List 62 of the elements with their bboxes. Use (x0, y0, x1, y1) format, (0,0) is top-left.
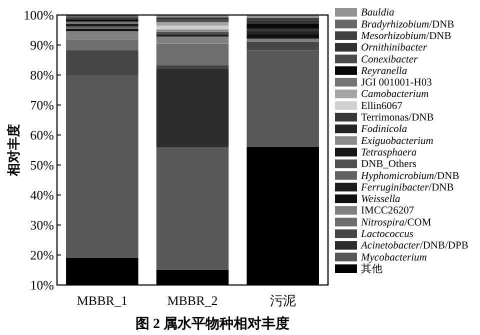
text: 图 2 属水平物种相对丰度 (136, 315, 290, 332)
legend-label: Lactococcus (360, 229, 414, 240)
bar (66, 50, 138, 76)
legend-label: Tetrasphaera (361, 147, 417, 158)
legend-label: Bradyrhizobium/DNB (361, 19, 454, 30)
y-tick-label: 20% (30, 248, 54, 262)
bar (246, 24, 319, 28)
bar (156, 22, 229, 26)
bar (246, 42, 319, 50)
y-tick-label: 40% (30, 188, 54, 202)
bar (66, 76, 138, 258)
y-tick-label: 80% (30, 68, 54, 82)
legend-label: Mesorhizobium/DNB (360, 30, 452, 42)
bar (66, 19, 138, 22)
legend-label: Fodinicola (360, 124, 408, 136)
y-tick-label: 50% (30, 158, 54, 172)
bar (246, 34, 319, 39)
bar (156, 29, 229, 32)
bar (246, 18, 319, 21)
bar (66, 26, 138, 29)
legend-label: Nitrospira/COM (360, 217, 432, 228)
bar (66, 31, 138, 40)
legend-label: Hyphomicrobium/DNB (360, 170, 460, 182)
x-tick-label: 污泥 (270, 293, 296, 308)
bar (246, 21, 319, 24)
bar (156, 34, 229, 37)
x-tick-label: MBBR_1 (76, 293, 128, 308)
legend-label: Ferruginibacter/DNB (360, 182, 454, 194)
x-tick-label: MBBR_2 (167, 293, 218, 308)
y-tick-label: 100% (24, 8, 54, 22)
legend-label: Terrimonas/DNB (361, 112, 434, 124)
y-tick-label: 90% (30, 38, 54, 52)
legend-label: JGI 001001-H03 (361, 78, 432, 89)
legend-label: IMCC26207 (361, 206, 414, 217)
bar (156, 44, 229, 66)
y-tick-label: 60% (30, 128, 54, 142)
legend-label: Exiguobacterium (360, 136, 434, 147)
legend-label: Reyranella (360, 66, 408, 77)
legend-label: Bauldia (361, 8, 394, 19)
legend-label: Ellin6067 (361, 100, 402, 112)
bar (156, 17, 229, 20)
bar (246, 38, 319, 42)
bar (156, 69, 229, 147)
y-tick-label: 10% (30, 278, 54, 292)
bar (156, 147, 229, 270)
y-tick-label: 30% (30, 218, 54, 232)
bar (156, 65, 229, 69)
bar (66, 39, 138, 50)
y-tick-label: 70% (30, 98, 54, 112)
y-axis-title: 相对丰度 (6, 124, 21, 177)
bar (156, 26, 229, 30)
legend-label: DNB_Others (361, 159, 416, 170)
legend-label: 其他 (361, 262, 383, 275)
legend-label: Acinetobacter/DNB/DPB (360, 240, 468, 252)
legend-label: Ornithinibacter (361, 42, 428, 54)
bar (246, 50, 319, 147)
legend-label: Camobacterium (361, 89, 430, 100)
legend-label: Conexibacter (361, 54, 418, 66)
bar (156, 36, 229, 44)
bar (246, 32, 319, 34)
legend-label: Mycobacterium (360, 252, 428, 264)
legend-label: Weissella (361, 194, 400, 206)
